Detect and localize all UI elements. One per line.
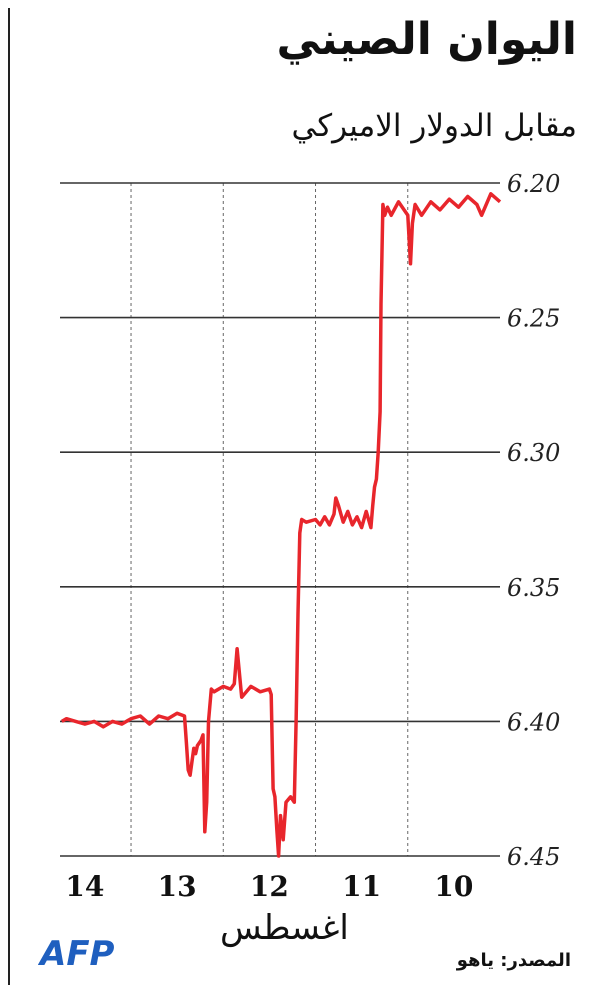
x-tick-labels: 14 13 12 11 10 (65, 870, 473, 903)
chart-subtitle: مقابل الدولار الاميركي (291, 108, 577, 144)
afp-logo-text: AFP (38, 934, 115, 973)
chart-title: اليوان الصيني (276, 14, 577, 65)
x-tick-label: 10 (434, 870, 473, 903)
afp-logo: AFP (38, 934, 115, 973)
horizontal-gridlines (60, 182, 500, 857)
series-line (60, 192, 502, 858)
y-tick-label: 6.40 (507, 708, 560, 736)
y-tick-label: 6.25 (507, 305, 560, 333)
y-tick-label: 6.20 (507, 170, 560, 198)
x-axis-title: اغسطس (220, 908, 349, 948)
y-tick-label: 6.35 (507, 574, 560, 602)
vertical-gridlines (130, 183, 409, 856)
y-tick-label: 6.30 (507, 439, 560, 467)
y-tick-label: 6.45 (507, 843, 560, 871)
x-tick-label: 14 (65, 870, 104, 903)
y-tick-labels: 6.20 6.25 6.30 6.35 6.40 6.45 (507, 170, 560, 871)
x-tick-label: 13 (158, 870, 197, 903)
source-note: المصدر: ياهو (456, 950, 571, 971)
x-tick-label: 11 (342, 870, 381, 903)
chart-frame (8, 8, 586, 985)
x-tick-label: 12 (250, 870, 289, 903)
